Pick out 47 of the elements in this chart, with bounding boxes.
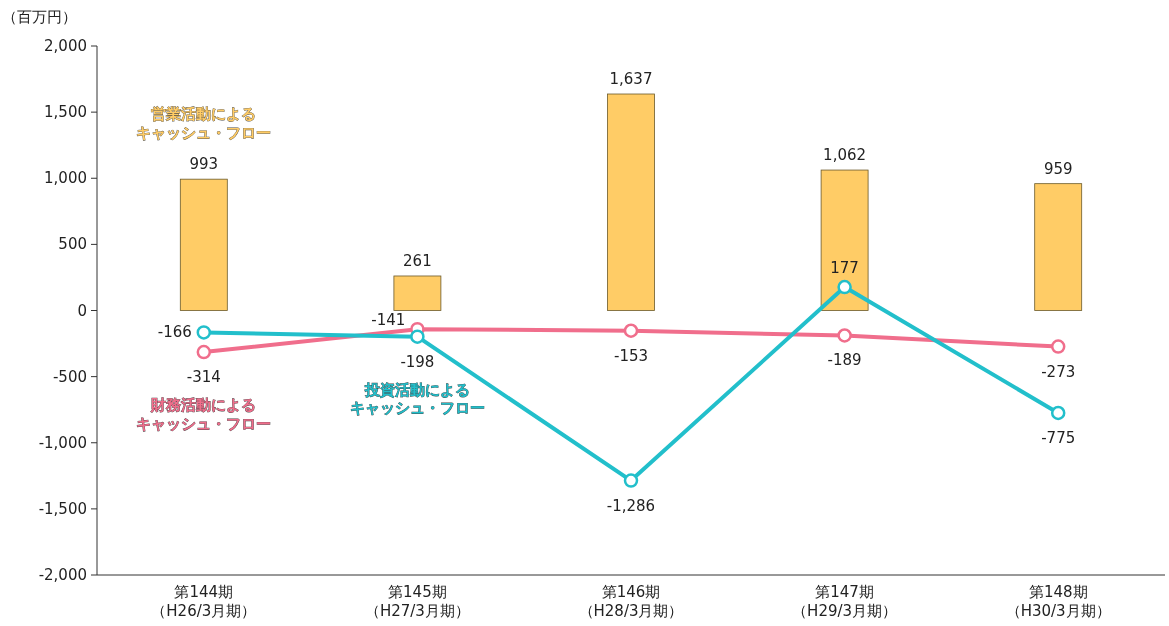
data-label: -314 bbox=[186, 368, 221, 387]
y-tick-label: -500 bbox=[52, 367, 87, 386]
y-tick-label: -1,000 bbox=[38, 433, 87, 452]
x-tick-label: 第145期（H27/3月期） bbox=[364, 583, 470, 620]
data-label: -775 bbox=[1041, 428, 1076, 447]
bar bbox=[393, 275, 442, 311]
y-axis-title: （百万円） bbox=[2, 8, 77, 26]
y-tick-label: 1,000 bbox=[44, 169, 87, 188]
data-label: 993 bbox=[189, 155, 219, 174]
x-tick-label: 第144期（H26/3月期） bbox=[151, 583, 257, 620]
point bbox=[196, 325, 212, 340]
y-tick-label: 0 bbox=[77, 301, 87, 320]
text: 営業活動によるキャッシュ・フロー bbox=[136, 105, 272, 142]
y-tick-label: -1,500 bbox=[38, 499, 87, 518]
point bbox=[623, 473, 639, 488]
x-tick-label: 第148期（H30/3月期） bbox=[1005, 583, 1111, 620]
point bbox=[410, 329, 425, 344]
x-tick-label: 第146期（H28/3月期） bbox=[578, 583, 684, 620]
data-label: -141 bbox=[371, 311, 406, 330]
bar bbox=[820, 169, 869, 311]
point bbox=[837, 279, 852, 295]
point bbox=[196, 344, 212, 360]
data-label: -1,286 bbox=[606, 496, 656, 515]
data-label: 1,062 bbox=[823, 146, 867, 165]
bar bbox=[1034, 183, 1083, 311]
bar bbox=[179, 178, 228, 311]
text: 財務活動によるキャッシュ・フロー bbox=[136, 396, 272, 433]
data-label: 261 bbox=[403, 251, 432, 270]
y-tick-label: 1,500 bbox=[44, 103, 87, 122]
data-label: -189 bbox=[827, 351, 862, 370]
y-tick-label: 2,000 bbox=[44, 37, 87, 55]
data-label: -198 bbox=[400, 352, 435, 371]
y-tick-label: -2,000 bbox=[38, 566, 87, 584]
data-label: -153 bbox=[613, 346, 649, 365]
point bbox=[1050, 339, 1066, 354]
data-label: -273 bbox=[1041, 362, 1076, 381]
data-label: -166 bbox=[157, 323, 192, 342]
data-label: 959 bbox=[1043, 159, 1073, 178]
bar bbox=[607, 93, 655, 311]
data-label: 1,637 bbox=[609, 70, 653, 89]
point bbox=[623, 323, 639, 338]
point bbox=[837, 328, 852, 343]
series-label: 投資活動によるキャッシュ・フロー bbox=[349, 380, 485, 418]
x-tick-label: 第147期（H29/3月期） bbox=[792, 583, 898, 620]
data-label: 177 bbox=[830, 259, 859, 278]
y-tick-label: 500 bbox=[58, 235, 87, 254]
point bbox=[1050, 405, 1066, 421]
